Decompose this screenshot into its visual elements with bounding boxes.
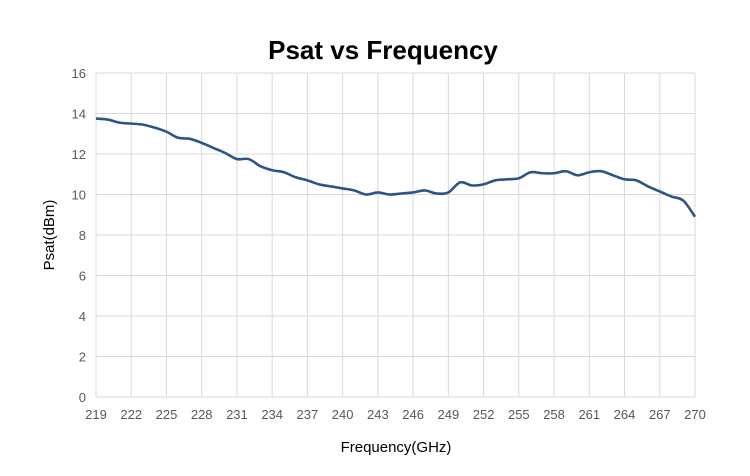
x-tick-label: 270	[684, 407, 706, 422]
x-tick-label: 267	[649, 407, 671, 422]
x-tick-label: 225	[156, 407, 178, 422]
x-tick-label: 222	[120, 407, 142, 422]
x-tick-label: 219	[85, 407, 107, 422]
y-tick-label: 6	[79, 269, 86, 284]
y-axis-label: Psat(dBm)	[41, 200, 58, 271]
x-tick-label: 228	[191, 407, 213, 422]
y-tick-label: 16	[72, 66, 86, 81]
x-tick-label: 264	[614, 407, 636, 422]
y-tick-label: 8	[79, 228, 86, 243]
y-tick-label: 14	[72, 107, 86, 122]
x-tick-label: 231	[226, 407, 248, 422]
y-tick-labels: 0 2 4 6 8 10 12 14 16	[72, 66, 86, 405]
psat-series-line	[95, 117, 697, 218]
x-tick-label: 237	[297, 407, 319, 422]
x-tick-label: 246	[402, 407, 424, 422]
x-tick-label: 234	[261, 407, 283, 422]
y-tick-label: 10	[72, 188, 86, 203]
x-tick-label: 249	[438, 407, 460, 422]
gridlines	[95, 72, 696, 398]
y-tick-label: 0	[79, 390, 86, 405]
x-tick-label: 252	[473, 407, 495, 422]
y-tick-label: 4	[79, 309, 86, 324]
x-tick-label: 240	[332, 407, 354, 422]
x-tick-label: 243	[367, 407, 389, 422]
x-axis-label: Frequency(GHz)	[341, 439, 452, 456]
x-tick-label: 255	[508, 407, 530, 422]
y-tick-label: 12	[72, 147, 86, 162]
chart-title: Psat vs Frequency	[268, 35, 498, 65]
x-tick-labels: 219 222 225 228 231 234 237 240 243 246 249 252 255 2…	[85, 407, 706, 422]
x-tick-label: 261	[578, 407, 600, 422]
x-tick-label: 258	[543, 407, 565, 422]
y-tick-label: 2	[79, 350, 86, 365]
